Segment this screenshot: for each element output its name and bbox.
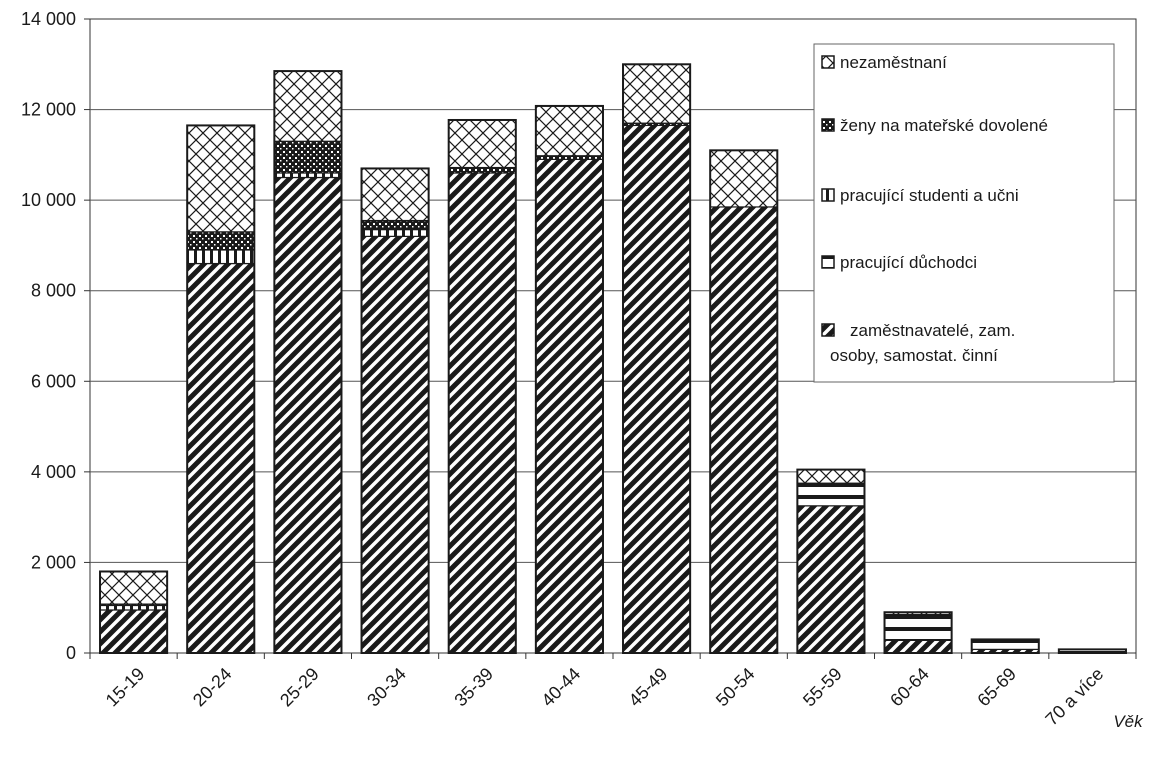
legend-swatch bbox=[821, 118, 835, 132]
legend-swatch bbox=[821, 55, 835, 69]
x-tick-label: 20-24 bbox=[189, 664, 236, 711]
x-tick-label: 65-69 bbox=[973, 664, 1020, 711]
bar-segment bbox=[883, 613, 953, 641]
bar-segment bbox=[535, 158, 604, 654]
bar-outline bbox=[186, 124, 256, 654]
legend-label: nezaměstnaní bbox=[840, 53, 947, 72]
x-tick-label: 55-59 bbox=[799, 664, 846, 711]
x-tick-label: 50-54 bbox=[712, 664, 759, 711]
bar-segment bbox=[535, 105, 604, 157]
bar-segment bbox=[186, 124, 255, 233]
bar-outline bbox=[883, 611, 953, 654]
bar-segment bbox=[796, 482, 866, 507]
bar-outline bbox=[796, 468, 866, 655]
x-tick-label: 45-49 bbox=[625, 664, 672, 711]
y-tick-label: 2 000 bbox=[31, 552, 76, 572]
bar-segment bbox=[709, 206, 778, 654]
bar-segment bbox=[99, 570, 168, 605]
x-axis-title: Věk bbox=[1113, 712, 1144, 731]
bar-segment bbox=[186, 249, 255, 265]
y-tick-label: 6 000 bbox=[31, 371, 76, 391]
y-tick-label: 4 000 bbox=[31, 462, 76, 482]
bar-segment bbox=[796, 505, 866, 654]
x-tick-label: 15-19 bbox=[102, 664, 149, 711]
bar-segment bbox=[622, 124, 691, 654]
bar-outline bbox=[970, 638, 1040, 655]
bar-outline bbox=[360, 167, 430, 654]
bar-outline bbox=[534, 104, 604, 655]
bar-segment bbox=[99, 609, 168, 654]
legend-swatch bbox=[821, 255, 835, 269]
bar-segment bbox=[360, 219, 430, 231]
legend-swatch bbox=[821, 188, 835, 202]
x-tick-label: 35-39 bbox=[450, 664, 497, 711]
legend-label: zaměstnavatelé, zam. bbox=[850, 321, 1015, 340]
y-tick-label: 8 000 bbox=[31, 281, 76, 301]
x-tick-label: 60-64 bbox=[886, 664, 933, 711]
bar-segment bbox=[448, 166, 517, 174]
bar-outline bbox=[273, 70, 343, 655]
legend-swatch bbox=[821, 323, 835, 337]
bar-segment bbox=[448, 119, 517, 169]
bar-outline bbox=[447, 118, 517, 655]
bar-outline bbox=[1057, 648, 1127, 654]
x-tick-label: 40-44 bbox=[538, 664, 585, 711]
bar-segment bbox=[273, 140, 343, 174]
y-tick-label: 0 bbox=[66, 643, 76, 663]
bar-segment bbox=[796, 468, 866, 484]
legend-box bbox=[813, 43, 1115, 383]
bar-segment bbox=[360, 235, 430, 654]
legend-label: pracující důchodci bbox=[840, 253, 977, 272]
bar-segment bbox=[273, 176, 343, 654]
bar-segment bbox=[273, 70, 343, 142]
bar-segment bbox=[709, 149, 778, 208]
bar-segment bbox=[360, 167, 430, 222]
bar-segment bbox=[273, 172, 343, 179]
bar-outline bbox=[709, 149, 779, 654]
bar-segment bbox=[448, 172, 517, 654]
x-tick-label: 25-29 bbox=[276, 664, 323, 711]
bar-segment bbox=[971, 639, 1040, 650]
bar-segment bbox=[186, 231, 255, 251]
bar-outline bbox=[622, 63, 692, 655]
bar-segment bbox=[883, 639, 953, 654]
bar-segment bbox=[186, 262, 255, 654]
y-tick-label: 12 000 bbox=[21, 100, 76, 120]
bar-segment bbox=[622, 63, 691, 124]
y-tick-label: 10 000 bbox=[21, 190, 76, 210]
x-tick-label: 30-34 bbox=[363, 664, 410, 711]
bar-outline bbox=[99, 570, 169, 654]
bar-segment bbox=[360, 228, 430, 237]
y-tick-label: 14 000 bbox=[21, 9, 76, 29]
x-tick-label: 70 a více bbox=[1041, 664, 1107, 730]
legend-label: osoby, samostat. činní bbox=[830, 346, 998, 365]
bar-segment bbox=[99, 604, 168, 611]
legend-label: ženy na mateřské dovolené bbox=[840, 116, 1048, 135]
legend-label: pracující studenti a učni bbox=[840, 186, 1019, 205]
